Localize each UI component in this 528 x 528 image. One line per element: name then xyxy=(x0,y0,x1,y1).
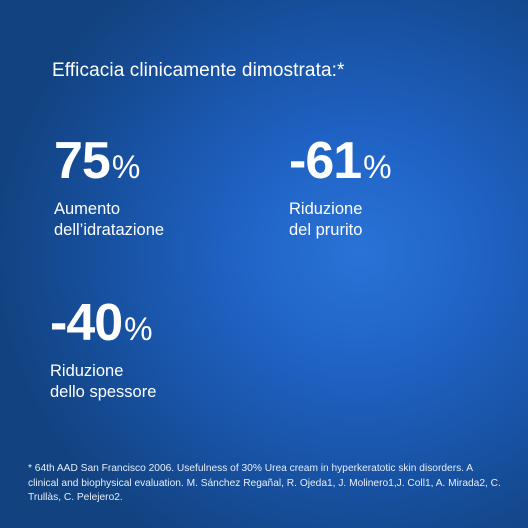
stat-unit: % xyxy=(111,149,141,185)
footnote: * 64th AAD San Francisco 2006. Usefulnes… xyxy=(28,463,501,503)
stat-unit: % xyxy=(124,311,153,347)
stat-value: -61% xyxy=(289,135,392,193)
stat-description-line: Riduzione xyxy=(50,362,124,380)
stat-thickness: -40% Riduzione dello spessore xyxy=(50,297,156,403)
stat-value: -40% xyxy=(50,297,156,355)
stat-description: Aumento dell’idratazione xyxy=(54,199,164,241)
stat-description-line: del prurito xyxy=(289,221,363,239)
stat-description-line: dell’idratazione xyxy=(54,221,165,239)
stat-description-line: Riduzione xyxy=(289,200,363,218)
stat-value: 75% xyxy=(54,135,164,193)
stat-unit: % xyxy=(363,149,392,185)
stat-description-line: Aumento xyxy=(54,200,121,218)
stat-number: -61 xyxy=(289,132,362,190)
stat-number: -40 xyxy=(50,294,123,352)
stat-hydration: 75% Aumento dell’idratazione xyxy=(54,135,164,241)
stat-description-line: dello spessore xyxy=(50,383,157,401)
stat-description: Riduzione dello spessore xyxy=(50,361,156,403)
stat-number: 75 xyxy=(54,132,111,190)
headline: Efficacia clinicamente dimostrata:* xyxy=(52,60,345,81)
stat-itch: -61% Riduzione del prurito xyxy=(289,135,392,241)
stat-description: Riduzione del prurito xyxy=(289,199,392,241)
